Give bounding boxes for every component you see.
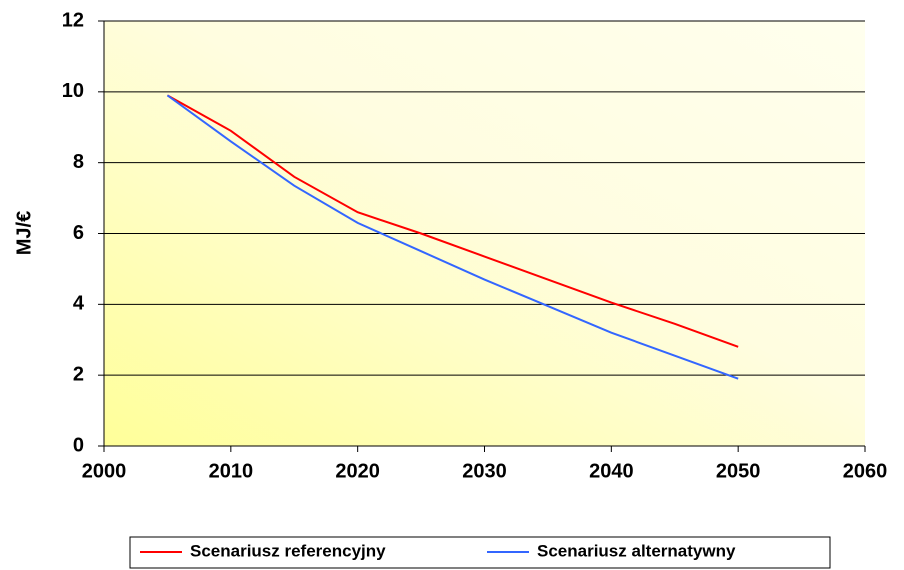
y-tick-label: 0: [73, 434, 84, 456]
y-tick-label: 6: [73, 222, 84, 244]
x-tick-label: 2020: [335, 460, 380, 482]
x-tick-label: 2040: [589, 460, 634, 482]
x-tick-label: 2010: [209, 460, 254, 482]
y-tick-label: 10: [62, 80, 84, 102]
legend-label: Scenariusz referencyjny: [190, 541, 386, 560]
y-tick-label: 2: [73, 363, 84, 385]
y-tick-label: 8: [73, 151, 84, 173]
x-tick-label: 2050: [716, 460, 761, 482]
legend-label: Scenariusz alternatywny: [537, 541, 736, 560]
series-line: [166, 94, 739, 348]
y-tick-label: 4: [73, 293, 85, 315]
x-tick-label: 2030: [462, 460, 507, 482]
x-tick-label: 2060: [843, 460, 888, 482]
series-line: [166, 94, 739, 380]
x-tick-label: 2000: [82, 460, 127, 482]
legend: [129, 536, 831, 569]
y-axis-label: MJ/€: [13, 211, 35, 255]
y-tick-label: 12: [62, 9, 84, 31]
